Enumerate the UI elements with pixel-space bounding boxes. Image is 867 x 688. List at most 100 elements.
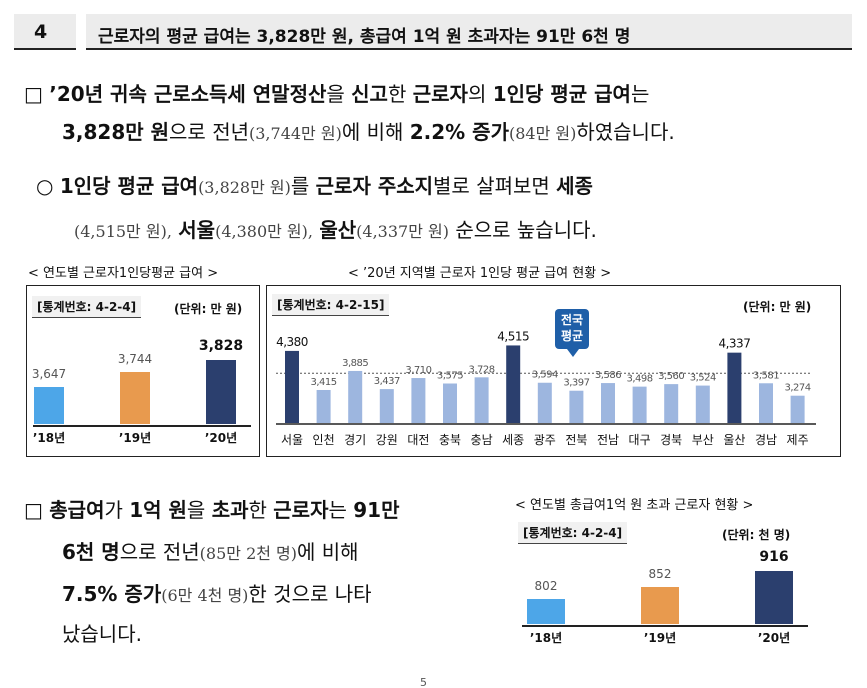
data-label: 3,581 — [753, 370, 779, 381]
text: 는 — [328, 498, 347, 522]
data-label: 3,594 — [532, 370, 558, 381]
data-label: 3,560 — [658, 371, 684, 382]
x-tick-label: 대구 — [629, 433, 651, 447]
data-label: 4,380 — [276, 335, 308, 349]
bar — [755, 571, 793, 624]
text-bold: 91만 — [353, 498, 400, 522]
text-serif: (6만 4천 명) — [161, 586, 249, 605]
text-bold: 6천 명 — [62, 540, 120, 564]
text: 의 — [467, 82, 487, 106]
chart3-caption: < 연도별 총급여1억 원 초과 근로자 현황 > — [515, 498, 754, 513]
chart1-unit: (단위: 만 원) — [174, 302, 243, 316]
x-tick-label: 강원 — [376, 433, 398, 447]
national-average-callout: 전국 평균 — [555, 309, 589, 357]
data-label: 3,575 — [437, 371, 463, 382]
bar — [790, 395, 805, 423]
x-tick-label: 전북 — [565, 433, 587, 447]
data-label: 4,515 — [497, 329, 529, 343]
data-label: 3,828 — [198, 337, 244, 354]
section-title: 근로자의 평균 급여는 3,828만 원, 총급여 1억 원 초과자는 91만 … — [98, 27, 631, 47]
bar — [34, 386, 64, 424]
bar — [316, 389, 331, 423]
bar — [206, 359, 236, 424]
text-bold: 세종 — [556, 174, 593, 198]
bar — [348, 370, 363, 423]
data-label: 3,744 — [117, 352, 153, 367]
bar — [727, 352, 742, 423]
bar — [695, 385, 710, 423]
text-bold: 서울 — [178, 218, 216, 242]
bar — [379, 389, 394, 423]
bar — [537, 382, 552, 423]
x-tick-label: 경북 — [660, 433, 682, 447]
x-tick-label: 충남 — [471, 433, 493, 447]
x-tick-label: ’20년 — [757, 631, 791, 645]
text-bold: 초과 — [211, 498, 249, 522]
x-tick-label: ’20년 — [204, 431, 238, 445]
bar — [443, 383, 457, 423]
text: 을 — [186, 498, 206, 522]
section-number: 4 — [34, 21, 48, 43]
bar — [506, 345, 521, 423]
section-header: 4 근로자의 평균 급여는 3,828만 원, 총급여 1억 원 초과자는 91… — [14, 14, 852, 50]
chart2-caption: < ’20년 지역별 근로자 1인당 평균 급여 현황 > — [348, 266, 612, 281]
x-tick-label: 인천 — [313, 432, 335, 447]
text: 가 — [104, 498, 123, 522]
text-bold: 1인당 평균 급여 — [492, 82, 631, 106]
text: 으로 전년 — [119, 540, 200, 564]
header-divider — [76, 14, 86, 50]
x-tick-label: 전남 — [597, 433, 619, 447]
x-tick-label: 제주 — [787, 433, 809, 447]
chart2-unit: (단위: 만 원) — [743, 300, 812, 314]
callout-label: 전국 평균 — [560, 313, 584, 343]
bar — [527, 599, 565, 624]
chart1-axis — [33, 425, 251, 427]
text-bold: 1인당 평균 급여 — [59, 174, 199, 198]
chart3-unit: (단위: 천 명) — [722, 528, 791, 542]
text: 에 비해 — [297, 540, 359, 564]
text: 에 비해 — [341, 120, 404, 144]
text: 를 — [290, 174, 310, 198]
data-label: 3,710 — [405, 365, 431, 376]
chart1-box: [통계번호: 4-2-4] (단위: 만 원) 3,647 ’18년 3,744 ’1… — [26, 285, 260, 457]
data-label: 3,728 — [469, 364, 495, 375]
x-tick-label: 대전 — [407, 433, 429, 447]
bullet3-line4: 났습니다. — [62, 614, 142, 654]
data-label: 3,437 — [374, 376, 400, 387]
data-label: 4,337 — [718, 337, 750, 351]
text-serif: (3,744만 원) — [249, 124, 342, 143]
text: 는 — [630, 82, 650, 106]
text-serif: (4,515만 원), — [74, 222, 172, 241]
bar — [285, 350, 299, 423]
chart2-stat-number: [통계번호: 4-2-15] — [272, 294, 390, 316]
text-bold: 울산 — [319, 218, 357, 242]
text-serif: (84만 원) — [508, 124, 577, 143]
chart3-stat-number: [통계번호: 4-2-4] — [518, 522, 628, 544]
bullet3-line2: 6천 명으로 전년(85만 2천 명)에 비해 — [62, 532, 359, 574]
x-tick-label: 광주 — [534, 433, 556, 447]
data-label: 3,274 — [785, 383, 811, 394]
x-tick-label: ’18년 — [32, 431, 66, 445]
text-serif: (3,828만 원) — [198, 178, 291, 197]
text-bold: 1억 원 — [129, 498, 187, 522]
bullet3-line3: 7.5% 증가(6만 4천 명)한 것으로 나타 — [62, 574, 372, 616]
bar — [759, 383, 773, 423]
data-label: 3,415 — [311, 377, 337, 388]
text: 순으로 높습니다. — [455, 218, 597, 242]
text-bold: 총급여 — [49, 498, 105, 522]
square-bullet-icon: □ — [24, 82, 43, 106]
x-tick-label: 울산 — [723, 433, 745, 447]
bar — [569, 390, 584, 423]
page-number: 5 — [420, 676, 427, 688]
text-serif: (4,337만 원) — [356, 222, 449, 241]
chart1-stat-number: [통계번호: 4-2-4] — [32, 296, 142, 318]
bullet2-line2: (4,515만 원), 서울(4,380만 원), 울산(4,337만 원) 순… — [74, 210, 597, 252]
x-tick-label: ’19년 — [643, 631, 677, 645]
text-bold: ’20년 귀속 근로소득세 연말정산 — [49, 82, 327, 106]
x-tick-label: 세종 — [502, 433, 524, 447]
text-bold: 신고 — [351, 82, 388, 106]
x-tick-label: 서울 — [281, 433, 303, 447]
x-tick-label: 충북 — [439, 433, 461, 447]
bar — [664, 384, 679, 423]
